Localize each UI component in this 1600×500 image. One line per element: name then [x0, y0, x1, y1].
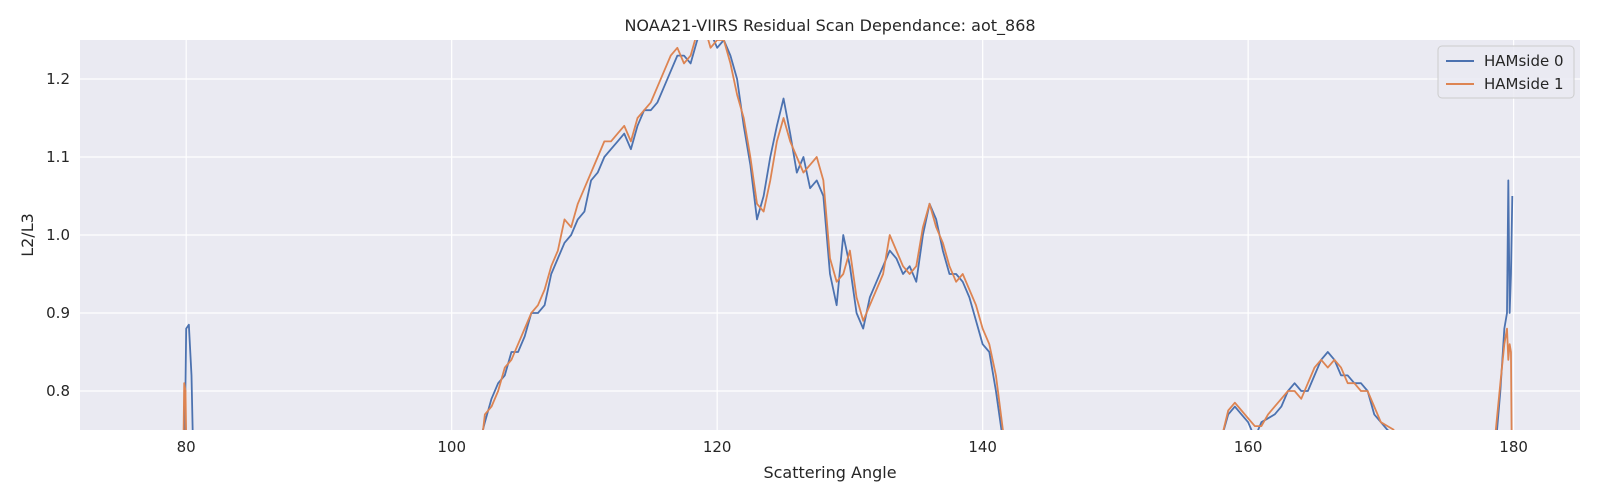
series-line	[1494, 327, 1513, 430]
series-line	[182, 382, 187, 430]
y-tick-label: 0.9	[46, 304, 70, 322]
y-tick-label: 1.1	[46, 148, 70, 166]
y-axis-label: L2/L3	[18, 213, 37, 257]
series-1	[182, 40, 1513, 430]
y-tick-label: 1.2	[46, 70, 70, 88]
legend: HAMside 0 HAMside 1	[1437, 45, 1575, 99]
series-line	[184, 323, 194, 430]
series-0	[184, 40, 1514, 430]
x-tick-label: 180	[1499, 438, 1528, 456]
y-tick-labels: 0.8 0.9 1.0 1.1 1.2	[46, 70, 70, 400]
x-tick-label: 140	[968, 438, 997, 456]
x-tick-label: 80	[177, 438, 196, 456]
y-tick-label: 0.8	[46, 382, 70, 400]
grid-lines	[80, 40, 1580, 430]
series-line	[1222, 358, 1395, 430]
series-line	[481, 40, 1003, 430]
x-tick-label: 160	[1234, 438, 1263, 456]
series-group	[182, 40, 1514, 430]
x-tick-label: 120	[703, 438, 732, 456]
x-tick-label: 100	[437, 438, 466, 456]
legend-label: HAMside 1	[1484, 75, 1564, 93]
x-axis-label: Scattering Angle	[763, 463, 896, 482]
series-line	[482, 40, 1004, 430]
series-line	[1222, 351, 1390, 430]
y-tick-label: 1.0	[46, 226, 70, 244]
legend-label: HAMside 0	[1484, 52, 1564, 70]
x-tick-labels: 80 100 120 140 160 180	[177, 438, 1528, 456]
chart-title: NOAA21-VIIRS Residual Scan Dependance: a…	[624, 16, 1035, 36]
